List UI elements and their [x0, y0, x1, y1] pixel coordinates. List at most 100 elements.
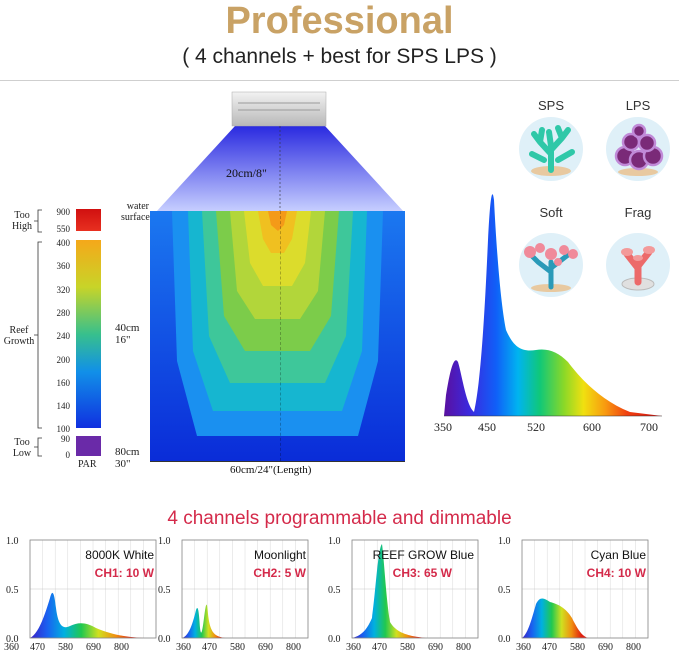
channel-y-tick: 0.5 — [6, 585, 19, 596]
par-tick-label: 280 — [56, 307, 71, 318]
sps-coral-icon — [519, 117, 583, 181]
channel-y-tick: 1.0 — [498, 536, 511, 547]
par-tick-label: 550 — [56, 224, 71, 234]
channel-x-tick: 360 — [516, 642, 531, 653]
coral-label-soft: Soft — [539, 205, 563, 220]
channel-power: CH4: 10 W — [586, 566, 646, 580]
channel-y-tick: 1.0 — [6, 536, 19, 547]
page-title: Professional — [225, 0, 454, 42]
channel-y-tick: 0.0 — [328, 634, 341, 645]
par-tick-label: 320 — [56, 284, 71, 295]
par-reef-growth-label: Reef Growth — [3, 325, 35, 347]
channel-spectrum-curve — [352, 544, 426, 638]
channel-x-tick: 360 — [4, 642, 19, 653]
channel-spectrum-plot — [351, 539, 479, 639]
tank-length-label: 60cm/24"(Length) — [230, 464, 312, 476]
channel-name: REEF GROW Blue — [372, 548, 474, 562]
soft-coral-icon — [519, 233, 583, 297]
channel-x-tick: 800 — [286, 642, 301, 653]
coral-label-lps: LPS — [625, 98, 651, 113]
par-tick-label: 160 — [56, 377, 71, 388]
channel-x-tick: 470 — [372, 642, 387, 653]
par-tick-label: 100 — [56, 424, 71, 435]
tank-center-line — [280, 211, 281, 461]
spectrum-x-tick: 520 — [527, 420, 545, 434]
channel-x-tick: 580 — [230, 642, 245, 653]
channel-name: 8000K White — [85, 548, 154, 562]
par-tick-label: 0 — [65, 450, 71, 460]
frag-coral-icon — [606, 233, 670, 297]
channel-spectrum-plot — [521, 539, 649, 639]
par-color-scale — [34, 209, 101, 457]
channel-x-tick: 580 — [58, 642, 73, 653]
channel-y-tick: 1.0 — [328, 536, 341, 547]
par-tick-label: 400 — [56, 238, 71, 248]
spectrum-x-tick: 450 — [478, 420, 496, 434]
channel-power: CH1: 10 W — [94, 566, 154, 580]
par-tick-label: 90 — [61, 434, 70, 444]
spectrum-x-tick: 700 — [640, 420, 658, 434]
par-too-high-label: Too High — [12, 210, 32, 232]
channel-y-tick: 0.5 — [328, 585, 341, 596]
par-tick-label: 140 — [56, 401, 71, 412]
channel-name: Moonlight — [253, 548, 306, 562]
water-surface-label: water surface — [121, 201, 150, 223]
channel-name: Cyan Blue — [590, 548, 646, 562]
channel-x-tick: 360 — [176, 642, 191, 653]
par-too-low-bar — [76, 436, 101, 456]
channel-x-tick: 690 — [428, 642, 443, 653]
light-fixture-icon — [231, 91, 327, 127]
channel-x-tick: 470 — [202, 642, 217, 653]
channel-x-tick: 360 — [346, 642, 361, 653]
channel-x-tick: 690 — [258, 642, 273, 653]
coral-label-sps: SPS — [537, 98, 564, 113]
lps-coral-icon — [606, 117, 670, 181]
channel-y-tick: 0.5 — [498, 585, 511, 596]
page-subtitle: ( 4 channels + best for SPS LPS ) — [182, 45, 497, 68]
tank-par-map — [150, 211, 405, 461]
channel-x-tick: 470 — [30, 642, 45, 653]
channel-y-tick: 0.0 — [158, 634, 171, 645]
tank-bottom-line — [150, 461, 405, 462]
channel-spectrum-curve — [522, 598, 588, 638]
spectrum-x-tick: 600 — [583, 420, 601, 434]
channel-chart-1: 8000K White CH1: 10 W — [24, 538, 162, 654]
channel-power: CH2: 5 W — [253, 566, 306, 580]
coral-label-frag: Frag — [624, 205, 652, 220]
channel-x-tick: 580 — [400, 642, 415, 653]
spectrum-x-tick: 350 — [434, 420, 452, 434]
channel-y-tick: 0.0 — [498, 634, 511, 645]
channels-title: 4 channels programmable and dimmable — [167, 508, 512, 529]
channel-spectrum-curve — [30, 592, 144, 638]
channel-x-tick: 690 — [86, 642, 101, 653]
channel-power: CH3: 65 W — [392, 566, 452, 580]
channel-chart-3: REEF GROW Blue CH3: 65 W — [346, 538, 484, 654]
par-too-high-bar — [76, 209, 101, 231]
channel-chart-4: Cyan Blue CH4: 10 W — [516, 538, 654, 654]
distance-label: 20cm/8" — [226, 166, 267, 180]
channel-y-tick: 1.0 — [158, 536, 171, 547]
channel-spectrum-plot — [181, 539, 309, 639]
light-beam — [156, 126, 404, 212]
channel-chart-2: Moonlight CH2: 5 W — [176, 538, 314, 654]
channel-x-tick: 800 — [626, 642, 641, 653]
header-divider — [0, 80, 679, 81]
channel-x-tick: 690 — [598, 642, 613, 653]
channel-x-tick: 800 — [114, 642, 129, 653]
main-spectrum-chart — [444, 194, 662, 417]
par-unit-label: PAR — [78, 459, 97, 470]
channel-x-tick: 580 — [570, 642, 585, 653]
par-too-low-label: Too Low — [12, 437, 32, 459]
par-tick-label: 360 — [56, 261, 71, 272]
channel-y-tick: 0.0 — [6, 634, 19, 645]
par-tick-label: 900 — [56, 207, 71, 217]
channel-y-tick: 0.5 — [158, 585, 171, 596]
channel-spectrum-curve — [182, 604, 226, 638]
par-tick-label: 240 — [56, 331, 71, 342]
channel-x-tick: 470 — [542, 642, 557, 653]
channel-x-tick: 800 — [456, 642, 471, 653]
par-tick-label: 200 — [56, 354, 71, 365]
light-beam-diagram — [156, 91, 404, 212]
channel-spectrum-plot — [29, 539, 157, 639]
main-spectrum-curve — [444, 194, 662, 416]
